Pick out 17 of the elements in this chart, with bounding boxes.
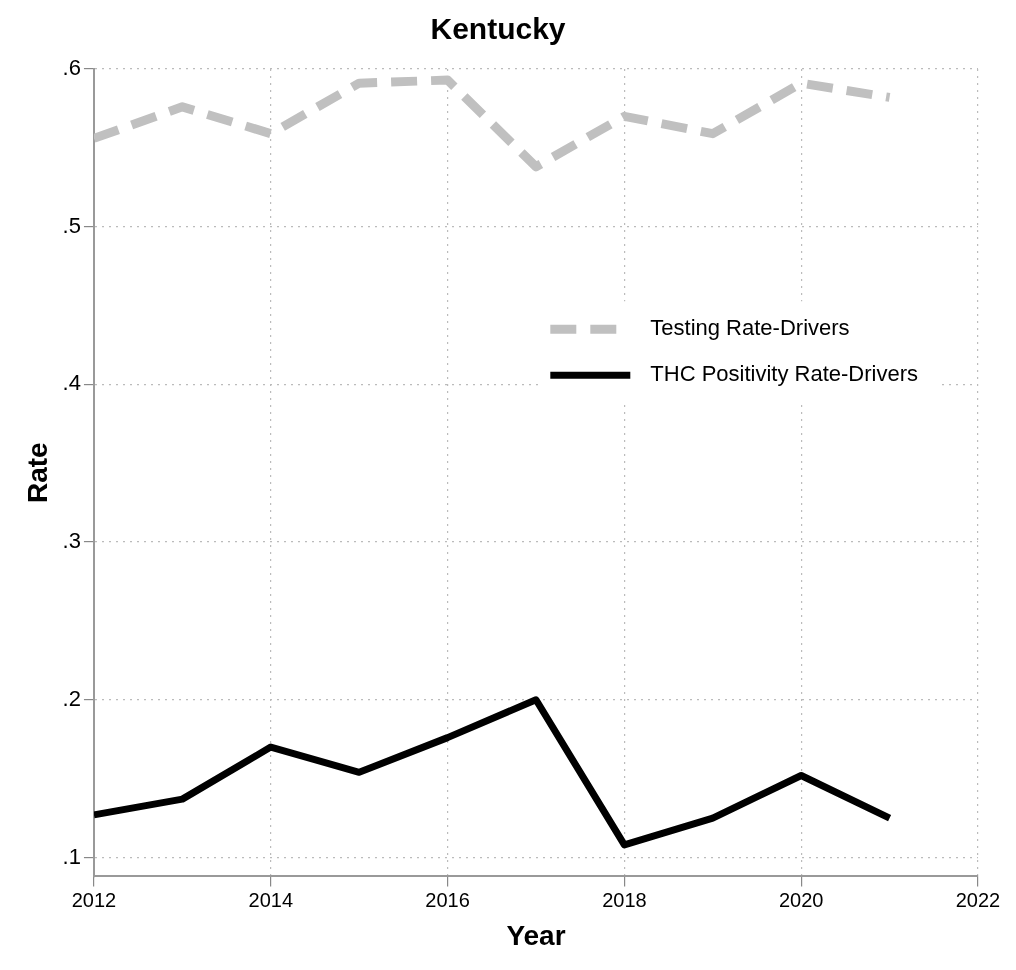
y-tick-label: .2 bbox=[62, 685, 81, 711]
x-tick-label: 2014 bbox=[248, 888, 294, 911]
x-tick-label: 2018 bbox=[602, 888, 647, 911]
y-tick-label: .4 bbox=[62, 370, 81, 396]
chart-title: Kentucky bbox=[430, 12, 566, 46]
legend-label: Testing Rate-Drivers bbox=[650, 315, 850, 341]
y-tick-label: .1 bbox=[62, 843, 81, 869]
x-tick-label: 2016 bbox=[425, 888, 470, 911]
y-tick-label: .5 bbox=[62, 212, 81, 238]
y-axis-title: Rate bbox=[21, 442, 53, 504]
legend-label: THC Positivity Rate-Drivers bbox=[650, 361, 919, 387]
x-axis-title: Year bbox=[506, 919, 566, 951]
y-tick-label: .3 bbox=[62, 528, 81, 554]
x-tick-label: 2012 bbox=[71, 888, 117, 911]
x-tick-label: 2022 bbox=[955, 888, 1001, 911]
y-tick-label: .6 bbox=[62, 55, 81, 81]
x-tick-label: 2020 bbox=[778, 888, 824, 911]
